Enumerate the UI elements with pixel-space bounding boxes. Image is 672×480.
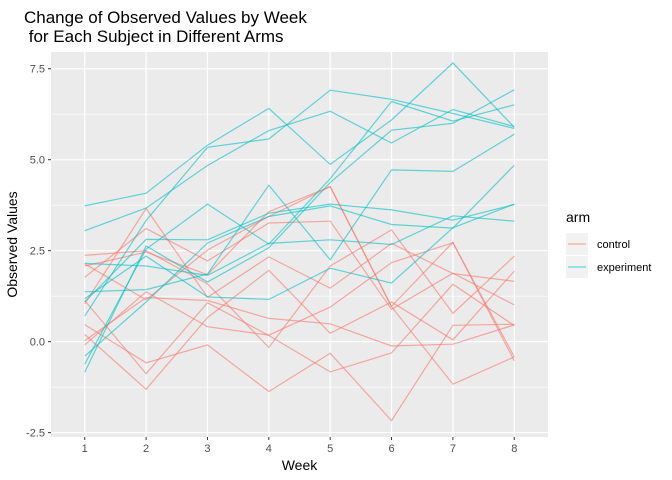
chart-title-line-2: for Each Subject in Different Arms <box>24 27 284 46</box>
legend-label-experiment: experiment <box>597 262 651 274</box>
series-line-control-2 <box>84 283 515 375</box>
legend-label-control: control <box>597 239 630 251</box>
y-tick-label: 0.0 <box>30 337 45 349</box>
series-line-experiment-16 <box>84 62 515 207</box>
y-tick-label: 5.0 <box>30 155 45 167</box>
x-tick-label: 4 <box>266 443 272 455</box>
x-tick-label: 7 <box>450 443 456 455</box>
x-axis-title: Week <box>282 457 319 473</box>
x-tick-label: 6 <box>388 443 394 455</box>
x-tick-label: 5 <box>327 443 333 455</box>
series-line-control-9 <box>84 185 515 385</box>
x-tick-label: 3 <box>204 443 210 455</box>
x-tick-label: 2 <box>143 443 149 455</box>
x-tick-label: 1 <box>82 443 88 455</box>
chart-title-line-1: Change of Observed Values by Week <box>24 8 307 27</box>
series-line-experiment-11 <box>84 108 515 232</box>
y-axis: -2.5 0.0 2.5 5.0 7.5 <box>26 64 51 440</box>
series-line-control-5 <box>84 323 515 422</box>
y-tick-label: 2.5 <box>30 246 45 258</box>
series-line-control-8 <box>84 241 515 358</box>
y-tick-label: -2.5 <box>26 428 45 440</box>
x-axis: 1 2 3 4 5 6 7 8 <box>82 437 517 455</box>
series-line-control-1 <box>84 269 515 391</box>
series-lines <box>84 62 515 422</box>
series-line-experiment-13 <box>84 215 515 277</box>
series-line-experiment-18 <box>84 133 515 293</box>
y-axis-title: Observed Values <box>4 191 20 297</box>
legend-title: arm <box>566 209 590 225</box>
series-line-experiment-15 <box>84 89 515 317</box>
legend: arm control experiment <box>566 209 651 278</box>
series-line-control-4 <box>84 207 515 305</box>
y-tick-label: 7.5 <box>30 64 45 76</box>
series-line-experiment-12 <box>84 89 515 373</box>
series-line-experiment-17 <box>84 203 515 301</box>
series-line-experiment-20 <box>84 203 515 303</box>
x-tick-label: 8 <box>511 443 517 455</box>
series-line-experiment-19 <box>84 164 515 357</box>
